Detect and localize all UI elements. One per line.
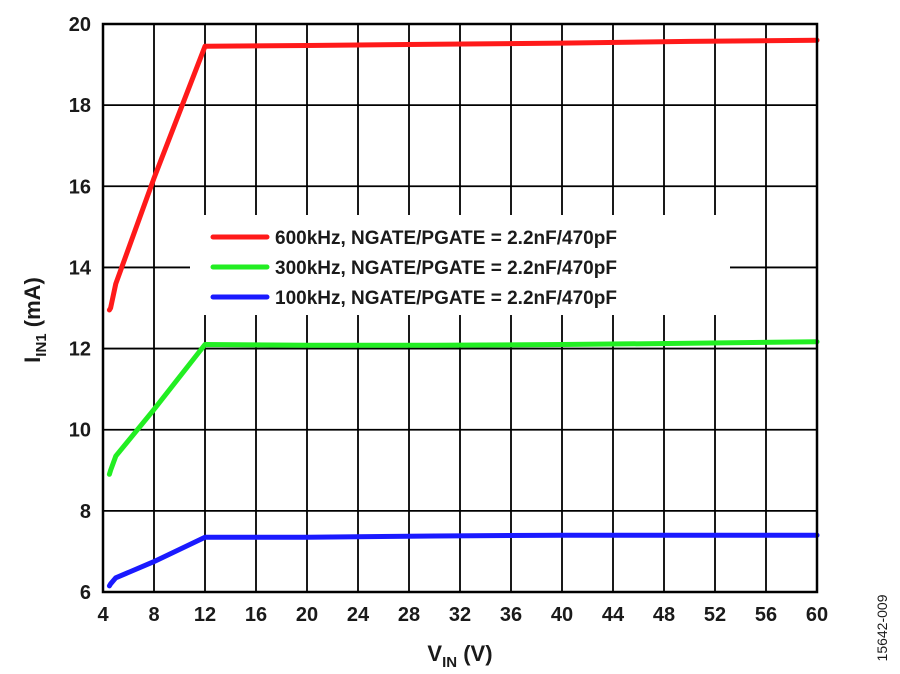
y-axis-title-sub: IN1 bbox=[33, 333, 50, 356]
legend-box bbox=[190, 215, 730, 315]
x-axis-title-sub: IN bbox=[442, 654, 457, 671]
series-layer bbox=[106, 37, 820, 589]
legend-label-1: 600kHz, NGATE/PGATE = 2.2nF/470pF bbox=[275, 228, 617, 249]
y-tick-label: 8 bbox=[80, 501, 91, 523]
x-tick-label: 12 bbox=[194, 604, 216, 626]
y-axis-title: IIN1 (mA) bbox=[20, 277, 50, 363]
x-axis-title-unit: (V) bbox=[457, 641, 492, 666]
y-tick-label: 12 bbox=[69, 339, 91, 361]
x-tick-label: 24 bbox=[347, 604, 370, 626]
series-line-2 bbox=[106, 339, 820, 477]
y-tick-label: 10 bbox=[69, 420, 91, 442]
y-axis-title-main: I bbox=[20, 357, 45, 363]
x-tick-label: 4 bbox=[97, 604, 109, 626]
x-tick-label: 52 bbox=[704, 604, 726, 626]
x-tick-label: 28 bbox=[398, 604, 420, 626]
x-tick-label: 8 bbox=[148, 604, 159, 626]
x-tick-label: 32 bbox=[449, 604, 471, 626]
legend: 600kHz, NGATE/PGATE = 2.2nF/470pF 300kHz,… bbox=[190, 215, 730, 315]
y-tick-labels: 6 8 10 12 14 16 18 20 bbox=[69, 14, 92, 604]
plot-frame bbox=[101, 22, 819, 594]
figure-id: 15642-009 bbox=[874, 594, 890, 661]
y-tick-label: 14 bbox=[69, 257, 92, 279]
legend-label-3: 100kHz, NGATE/PGATE = 2.2nF/470pF bbox=[275, 288, 617, 309]
x-tick-label: 60 bbox=[806, 604, 828, 626]
x-tick-label: 20 bbox=[296, 604, 318, 626]
x-axis-title-main: V bbox=[427, 641, 442, 666]
x-axis-title: VIN (V) bbox=[427, 641, 492, 671]
x-tick-label: 48 bbox=[653, 604, 675, 626]
x-tick-label: 16 bbox=[245, 604, 267, 626]
x-tick-label: 44 bbox=[602, 604, 625, 626]
y-tick-label: 20 bbox=[69, 14, 91, 36]
x-tick-label: 36 bbox=[500, 604, 522, 626]
x-tick-label: 56 bbox=[755, 604, 777, 626]
y-tick-label: 6 bbox=[80, 582, 91, 604]
y-axis-title-unit: (mA) bbox=[20, 277, 45, 333]
y-tick-label: 18 bbox=[69, 95, 91, 117]
x-tick-labels: 4 8 12 16 20 24 28 32 36 40 44 48 52 56 60 bbox=[97, 604, 828, 626]
series-line-1 bbox=[106, 37, 820, 313]
x-tick-label: 40 bbox=[551, 604, 573, 626]
y-tick-label: 16 bbox=[69, 176, 91, 198]
legend-label-2: 300kHz, NGATE/PGATE = 2.2nF/470pF bbox=[275, 258, 617, 279]
series-line-3 bbox=[106, 532, 820, 589]
